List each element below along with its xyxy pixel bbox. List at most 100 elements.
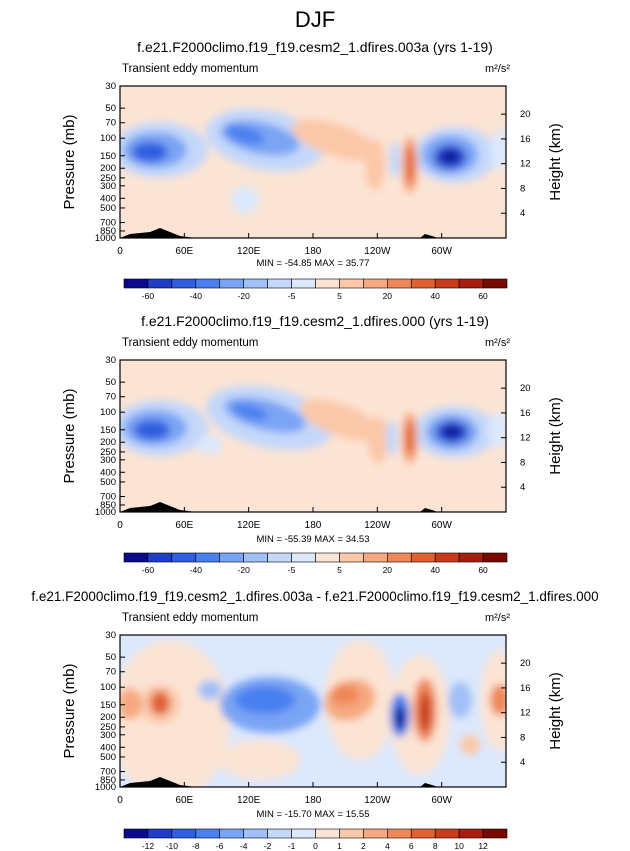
ytick-label: 250 [100, 722, 116, 733]
colorbar-label: 60 [478, 291, 488, 301]
colorbar-label: -1 [288, 841, 296, 851]
ytick-label: 700 [100, 767, 116, 778]
ytick-label: 50 [105, 103, 116, 114]
panel-1: f.e21.F2000climo.f19_f19.cesm2_1.dfires.… [61, 39, 564, 301]
ytick-label: 850 [100, 500, 116, 511]
colorbar-swatch [458, 552, 484, 563]
ytick-label: 70 [105, 667, 116, 678]
colorbar-swatch [363, 552, 388, 563]
ytick-label: 30 [105, 81, 116, 92]
colorbar-swatch [219, 552, 244, 563]
colorbar-swatch [291, 552, 316, 563]
colorbar-swatch [410, 552, 436, 563]
colorbar-label: -40 [190, 291, 203, 301]
colorbar-label: -60 [142, 291, 155, 301]
colorbar-swatch [315, 552, 340, 563]
ytick-label: 500 [100, 752, 116, 763]
colorbar-swatch [219, 278, 244, 289]
panel-2-stats: MIN = -55.39 MAX = 34.53 [256, 534, 369, 545]
colorbar-swatch [123, 552, 149, 563]
xtick-label: 60E [175, 520, 193, 531]
ytick-right-label: 16 [520, 683, 531, 694]
colorbar-label: 10 [454, 841, 464, 851]
colorbar-swatch [147, 552, 173, 563]
colorbar-swatch [147, 828, 173, 839]
ytick-label: 300 [100, 455, 116, 466]
colorbar-label: -2 [264, 841, 272, 851]
colorbar-label: 0 [313, 841, 318, 851]
colorbar-swatch [482, 278, 508, 289]
ytick-label: 200 [100, 437, 116, 448]
colorbar-swatch [267, 552, 292, 563]
colorbar-label: 5 [337, 565, 342, 575]
ytick-right-label: 8 [520, 732, 525, 743]
ytick-right-label: 4 [520, 482, 525, 493]
colorbar-swatch [410, 278, 436, 289]
xtick-label: 180 [305, 795, 322, 806]
ytick-label: 300 [100, 730, 116, 741]
colorbar-label: 6 [409, 841, 414, 851]
colorbar-swatch [387, 552, 412, 563]
colorbar-swatch [219, 828, 244, 839]
ylabel: Pressure (mb) [61, 663, 78, 758]
panel-1-stats: MIN = -54.85 MAX = 35.77 [256, 258, 369, 269]
ytick-right-label: 8 [520, 183, 525, 194]
colorbar-swatch [123, 278, 149, 289]
ytick-label: 250 [100, 173, 116, 184]
ytick-right-label: 4 [520, 757, 525, 768]
xtick-label: 120W [364, 246, 391, 257]
colorbar-label: 20 [383, 291, 393, 301]
ytick-right-label: 16 [520, 408, 531, 419]
panel-2: f.e21.F2000climo.f19_f19.cesm2_1.dfires.… [61, 313, 564, 575]
colorbar-swatch [458, 278, 484, 289]
colorbar-swatch [243, 552, 268, 563]
ytick-label: 150 [100, 700, 116, 711]
colorbar-swatch [434, 552, 460, 563]
panel-2-field [120, 360, 506, 512]
panel-3-stats: MIN = -15.70 MAX = 15.55 [256, 809, 369, 820]
colorbar-label: -20 [238, 565, 251, 575]
ytick-label: 200 [100, 712, 116, 723]
xtick-label: 60W [431, 795, 452, 806]
colorbar-label: -40 [190, 565, 203, 575]
ytick-label: 100 [100, 682, 116, 693]
colorbar-swatch [410, 828, 436, 839]
colorbar-swatch [339, 278, 364, 289]
ytick-label: 70 [105, 392, 116, 403]
ytick-label: 100 [100, 407, 116, 418]
panel-1-units: m²/s² [485, 63, 510, 75]
panel-2-subtitle: Transient eddy momentum [122, 337, 258, 349]
colorbar-swatch [123, 828, 149, 839]
ytick-label: 1000 [95, 233, 116, 244]
ytick-label: 500 [100, 203, 116, 214]
colorbar-label: 20 [383, 565, 393, 575]
colorbar-label: 8 [433, 841, 438, 851]
colorbar-swatch [458, 828, 484, 839]
colorbar-swatch [482, 828, 508, 839]
colorbar-label: -10 [166, 841, 179, 851]
colorbar-swatch [315, 278, 340, 289]
ytick-label: 200 [100, 163, 116, 174]
colorbar-swatch [434, 828, 460, 839]
colorbar-swatch [195, 552, 221, 563]
ytick-label: 30 [105, 630, 116, 641]
colorbar-swatch [171, 552, 197, 563]
xtick-label: 120W [364, 520, 391, 531]
colorbar-swatch [243, 828, 268, 839]
xtick-label: 120E [237, 246, 261, 257]
ytick-right-label: 20 [520, 383, 531, 394]
ytick-label: 500 [100, 477, 116, 488]
colorbar-swatch [291, 278, 316, 289]
colorbar-swatch [434, 278, 460, 289]
ytick-label: 50 [105, 377, 116, 388]
colorbar-label: -4 [240, 841, 248, 851]
ylabel: Pressure (mb) [61, 114, 78, 209]
panel-3-subtitle: Transient eddy momentum [122, 612, 258, 624]
colorbar-swatch [363, 828, 388, 839]
panel-3-units: m²/s² [485, 612, 510, 624]
colorbar-swatch [267, 278, 292, 289]
page-title: DJF [295, 7, 335, 32]
colorbar-swatch [363, 278, 388, 289]
ytick-label: 700 [100, 492, 116, 503]
